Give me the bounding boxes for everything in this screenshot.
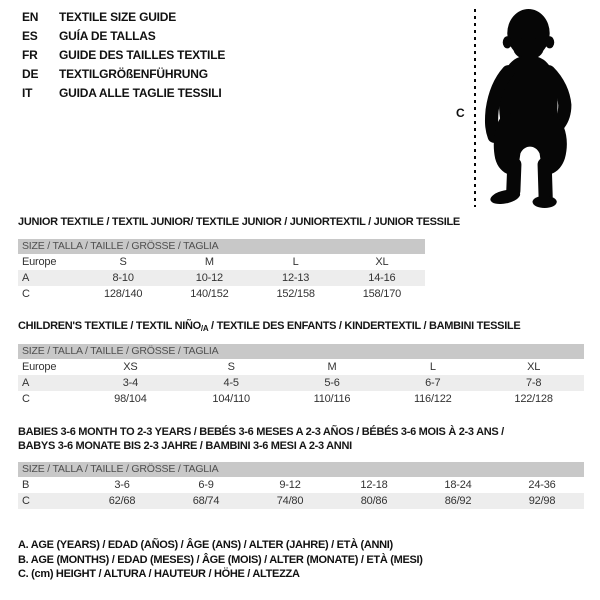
language-list: EN TEXTILE SIZE GUIDE ES GUÍA DE TALLAS …: [22, 8, 225, 103]
size-value-cell: S: [227, 361, 235, 373]
table-row: C 128/140 140/152 152/158 158/170: [18, 286, 425, 302]
table-row: C 62/68 68/74 74/80 80/86 86/92 92/98: [18, 493, 584, 509]
size-value-cell: 3-6: [114, 479, 130, 491]
height-measure-dashed-line: [474, 9, 476, 207]
footnote-line: C. (cm) HEIGHT / ALTURA / HAUTEUR / HÖHE…: [18, 568, 300, 580]
size-value-cell: 6-9: [198, 479, 214, 491]
language-title: TEXTILE SIZE GUIDE: [59, 10, 177, 24]
size-value-cell: 80/86: [360, 495, 388, 507]
size-value-cell: M: [327, 361, 337, 373]
language-title: GUÍA DE TALLAS: [59, 29, 156, 43]
size-value-cell: 74/80: [276, 495, 304, 507]
size-value-cell: 18-24: [444, 479, 472, 491]
size-value-cell: 152/158: [276, 287, 315, 300]
row-label-cell: Europe: [22, 361, 57, 373]
size-value-cell: 9-12: [279, 479, 301, 491]
language-code: EN: [22, 10, 39, 24]
size-value-cell: 3-4: [122, 377, 139, 389]
language-row: DE TEXTILGRÖßENFÜHRUNG: [22, 65, 225, 84]
row-label-cell: C: [22, 495, 30, 507]
size-value-cell: 86/92: [444, 495, 472, 507]
size-value-cell: 122/128: [514, 393, 553, 405]
figure-area: C: [450, 0, 600, 212]
size-table: B 3-6 6-9 9-12 12-18 18-24 24-36 C 62/68 68/74 74/…: [18, 477, 584, 509]
size-value-cell: 128/140: [103, 287, 143, 300]
size-value-cell: 6-7: [425, 377, 441, 389]
size-value-cell: 110/116: [313, 393, 351, 405]
row-label-cell: C: [22, 393, 30, 405]
row-label-cell: B: [22, 479, 30, 491]
language-row: EN TEXTILE SIZE GUIDE: [22, 8, 225, 27]
size-value-cell: 68/74: [192, 495, 220, 507]
table-wrap: SIZE / TALLA / TAILLE / GRÖSSE / TAGLIA …: [18, 238, 425, 302]
language-title: GUIDE DES TAILLES TEXTILE: [59, 48, 226, 62]
size-header-bar: SIZE / TALLA / TAILLE / GRÖSSE / TAGLIA: [18, 238, 425, 254]
size-value-cell: M: [204, 255, 214, 268]
size-value-cell: 8-10: [112, 271, 134, 284]
size-value-cell: 116/122: [414, 393, 452, 405]
table-wrap: SIZE / TALLA / TAILLE / GRÖSSE / TAGLIA …: [18, 344, 584, 407]
language-row: ES GUÍA DE TALLAS: [22, 27, 225, 46]
size-value-cell: 62/68: [108, 495, 136, 507]
size-value-cell: 12-13: [282, 271, 310, 284]
table-title: JUNIOR TEXTILE / TEXTIL JUNIOR/ TEXTILE …: [18, 216, 460, 228]
size-table-section: JUNIOR TEXTILE / TEXTIL JUNIOR/ TEXTILE …: [18, 216, 584, 302]
language-code: FR: [22, 48, 38, 62]
size-table-section: CHILDREN'S TEXTILE / TEXTIL NIÑO/A / TEX…: [18, 320, 584, 408]
tables-area: JUNIOR TEXTILE / TEXTIL JUNIOR/ TEXTILE …: [18, 216, 584, 509]
tables-root: JUNIOR TEXTILE / TEXTIL JUNIOR/ TEXTILE …: [18, 216, 584, 509]
language-code: IT: [22, 86, 33, 100]
size-value-cell: 158/170: [362, 287, 402, 300]
size-value-cell: 24-36: [528, 479, 556, 491]
size-value-cell: L: [429, 361, 436, 373]
size-value-cell: 140/152: [190, 287, 229, 300]
footnotes: A. AGE (YEARS) / EDAD (AÑOS) / ÂGE (ANS)…: [18, 538, 423, 582]
size-value-cell: 4-5: [223, 377, 240, 389]
row-label-cell: C: [22, 287, 30, 300]
table-wrap: SIZE / TALLA / TAILLE / GRÖSSE / TAGLIA …: [18, 462, 584, 509]
size-value-cell: L: [292, 255, 299, 268]
table-row: B 3-6 6-9 9-12 12-18 18-24 24-36: [18, 477, 584, 493]
size-value-cell: 7-8: [525, 377, 542, 389]
row-label-cell: A: [22, 271, 30, 284]
size-value-cell: 92/98: [528, 495, 556, 507]
table-title: CHILDREN'S TEXTILE / TEXTIL NIÑO/A / TEX…: [18, 319, 521, 333]
size-table: Europe S M L XL A 8-10 10-12 12-13 14-16 C 128/140 1…: [18, 254, 425, 302]
language-row: FR GUIDE DES TAILLES TEXTILE: [22, 46, 225, 65]
size-table: Europe XS S M L XL A 3-4 4-5 5-6 6-7 7-8 C 98/104 104/…: [18, 359, 584, 407]
size-value-cell: S: [119, 255, 127, 268]
language-title: TEXTILGRÖßENFÜHRUNG: [59, 67, 208, 81]
table-row: A 3-4 4-5 5-6 6-7 7-8: [18, 375, 584, 391]
table-row: C 98/104 104/110 110/116 116/122 122/128: [18, 391, 584, 407]
height-measure-label: C: [456, 106, 465, 120]
language-code: DE: [22, 67, 39, 81]
size-value-cell: 5-6: [324, 377, 340, 389]
size-value-cell: 98/104: [114, 393, 147, 405]
size-value-cell: XS: [123, 361, 138, 373]
table-title: BABIES 3-6 MONTH TO 2-3 YEARS / BEBÉS 3-…: [18, 426, 504, 452]
row-label-cell: A: [22, 377, 30, 389]
size-table-section: BABIES 3-6 MONTH TO 2-3 YEARS / BEBÉS 3-…: [18, 426, 584, 509]
size-value-cell: 12-18: [360, 479, 388, 491]
size-value-cell: 104/110: [212, 393, 250, 405]
size-value-cell: 14-16: [368, 271, 396, 284]
table-row: A 8-10 10-12 12-13 14-16: [18, 269, 425, 286]
table-row: Europe XS S M L XL: [18, 359, 584, 375]
size-value-cell: XL: [527, 361, 541, 373]
size-value-cell: XL: [375, 255, 389, 268]
language-code: ES: [22, 29, 38, 43]
footnote-line: A. AGE (YEARS) / EDAD (AÑOS) / ÂGE (ANS)…: [18, 539, 393, 551]
row-label-cell: Europe: [22, 255, 57, 268]
baby-silhouette-image: [484, 9, 572, 208]
size-header-bar: SIZE / TALLA / TAILLE / GRÖSSE / TAGLIA: [18, 344, 584, 359]
table-row: Europe S M L XL: [18, 254, 425, 270]
language-row: IT GUIDA ALLE TAGLIE TESSILI: [22, 84, 225, 103]
footnote-line: B. AGE (MONTHS) / EDAD (MESES) / ÂGE (MO…: [18, 553, 423, 566]
size-value-cell: 10-12: [195, 271, 223, 284]
size-header-bar: SIZE / TALLA / TAILLE / GRÖSSE / TAGLIA: [18, 462, 584, 477]
language-title: GUIDA ALLE TAGLIE TESSILI: [59, 86, 222, 100]
